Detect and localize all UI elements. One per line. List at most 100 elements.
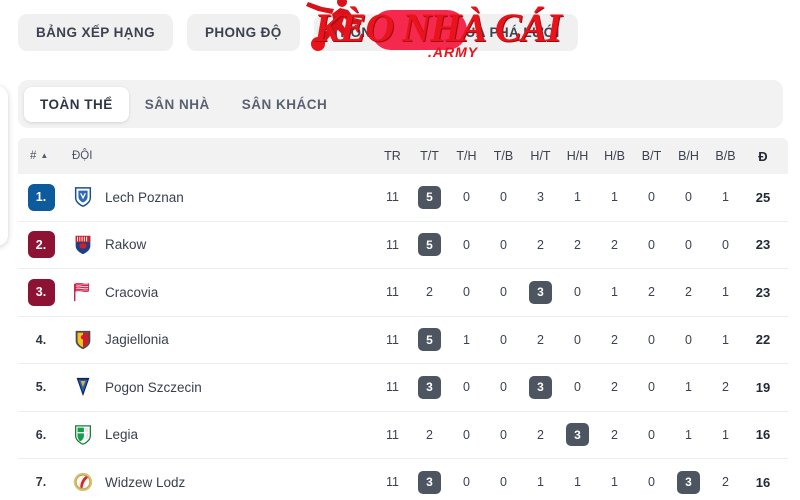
stat-cell: 5 xyxy=(411,328,448,352)
rank-cell: 6. xyxy=(18,428,64,442)
stat-cell: 0 xyxy=(500,190,507,205)
header-team[interactable]: ĐỘI xyxy=(72,150,93,162)
stat-cell: 0 xyxy=(500,380,507,395)
stat-cell: 2 xyxy=(574,237,581,252)
stat-highlight: 3 xyxy=(566,423,589,447)
rank-cell: 3. xyxy=(18,278,64,306)
jagiellonia-crest xyxy=(72,329,94,351)
stat-cell: 11 xyxy=(386,380,399,395)
stat-cell: 3 xyxy=(411,375,448,399)
stat-cell: 5 xyxy=(411,185,448,209)
team-name: Pogon Szczecin xyxy=(105,379,202,395)
team-cell[interactable]: Legia xyxy=(64,424,374,446)
stat-cell: 0 xyxy=(463,190,470,205)
table-body: 1. Lech Poznan 11 5 0 0 3 1 1 0 0 1 25 2. Rakow 11 5 0 0 2 2… xyxy=(18,174,788,500)
rakow-crest xyxy=(72,234,94,256)
header-stat-tr[interactable]: TR xyxy=(384,149,401,163)
nav-tab-stats[interactable]: THỐNG KÊ xyxy=(313,14,425,51)
stat-cell: 2 xyxy=(537,237,544,252)
stat-cell: 2 xyxy=(611,332,618,347)
stat-cell: 0 xyxy=(722,237,729,252)
table-row[interactable]: 2. Rakow 11 5 0 0 2 2 2 0 0 0 23 xyxy=(18,221,788,269)
tab-home[interactable]: SÂN NHÀ xyxy=(144,96,210,112)
stat-cell: 11 xyxy=(386,475,399,490)
table-row[interactable]: 3. Cracovia 11 2 0 0 3 0 1 2 2 1 23 xyxy=(18,269,788,317)
table-row[interactable]: 7. Widzew Lodz 11 3 0 0 1 1 1 0 3 2 16 xyxy=(18,459,788,500)
team-name: Lech Poznan xyxy=(105,189,184,205)
table-header-row: # ▲ ĐỘI TR T/T T/H T/B H/T H/H H/B B/T B… xyxy=(18,138,788,174)
standings-table: # ▲ ĐỘI TR T/T T/H T/B H/T H/H H/B B/T B… xyxy=(18,138,788,500)
stat-cell: 3 xyxy=(537,190,544,205)
header-stat-bb[interactable]: B/B xyxy=(715,149,736,163)
legia-crest xyxy=(72,424,94,446)
points-cell: 25 xyxy=(755,189,771,205)
stat-cell: 0 xyxy=(648,475,655,490)
header-stat-tt[interactable]: T/T xyxy=(420,149,439,163)
header-stat-hh[interactable]: H/H xyxy=(566,149,589,163)
top-navigation: BẢNG XẾP HẠNG PHONG ĐỘ THỐNG KÊ VUA PHÁ … xyxy=(18,14,578,51)
header-stat-ht[interactable]: H/T xyxy=(530,149,551,163)
stat-cell: 1 xyxy=(722,285,729,300)
stat-cell: 11 xyxy=(386,332,399,347)
stat-cell: 1 xyxy=(611,285,618,300)
rank-cell: 4. xyxy=(18,333,64,347)
team-name: Rakow xyxy=(105,237,147,253)
pogon-szczecin-crest xyxy=(72,376,94,398)
tab-away[interactable]: SÂN KHÁCH xyxy=(241,96,328,112)
stat-cell: 0 xyxy=(648,237,655,252)
lech-poznan-crest xyxy=(72,186,94,208)
team-cell[interactable]: Lech Poznan xyxy=(64,186,374,208)
sort-ascending-icon: ▲ xyxy=(40,151,49,160)
stat-cell: 0 xyxy=(500,427,507,442)
points-cell: 23 xyxy=(755,284,771,300)
stat-cell: 3 xyxy=(670,470,707,494)
header-rank[interactable]: # ▲ xyxy=(18,150,64,162)
table-row[interactable]: 5. Pogon Szczecin 11 3 0 0 3 0 2 0 1 2 19 xyxy=(18,364,788,412)
team-cell[interactable]: Cracovia xyxy=(64,281,374,303)
stat-highlight: 5 xyxy=(418,185,441,209)
stat-cell: 0 xyxy=(463,285,470,300)
table-row[interactable]: 1. Lech Poznan 11 5 0 0 3 1 1 0 0 1 25 xyxy=(18,174,788,222)
stat-cell: 1 xyxy=(611,475,618,490)
stat-cell: 3 xyxy=(522,375,559,399)
table-row[interactable]: 4. Jagiellonia 11 5 1 0 2 0 2 0 0 1 22 xyxy=(18,316,788,364)
tab-overall[interactable]: TOÀN THỂ xyxy=(24,86,129,122)
stat-cell: 3 xyxy=(411,470,448,494)
stat-cell: 0 xyxy=(500,332,507,347)
header-stat-tb[interactable]: T/B xyxy=(493,149,514,163)
stat-cell: 11 xyxy=(386,190,399,205)
stat-highlight: 3 xyxy=(418,375,441,399)
header-points[interactable]: Đ xyxy=(758,148,768,164)
header-stat-bt[interactable]: B/T xyxy=(641,149,662,163)
stat-cell: 2 xyxy=(648,285,655,300)
stat-cell: 0 xyxy=(648,380,655,395)
nav-tab-top-scorer[interactable]: VUA PHÁ LƯỚI xyxy=(438,14,578,51)
points-cell: 16 xyxy=(755,427,771,443)
stat-cell: 2 xyxy=(537,332,544,347)
stat-highlight: 5 xyxy=(418,233,441,257)
points-cell: 23 xyxy=(755,237,771,253)
stat-cell: 0 xyxy=(463,380,470,395)
rank-cell: 5. xyxy=(18,380,64,394)
stat-cell: 1 xyxy=(574,190,581,205)
team-cell[interactable]: Widzew Lodz xyxy=(64,471,374,493)
table-row[interactable]: 6. Legia 11 2 0 0 2 3 2 0 1 1 16 xyxy=(18,411,788,459)
nav-tab-standings[interactable]: BẢNG XẾP HẠNG xyxy=(18,14,173,51)
header-stat-hb[interactable]: H/B xyxy=(604,149,625,163)
team-cell[interactable]: Jagiellonia xyxy=(64,329,374,351)
cracovia-crest xyxy=(72,281,94,303)
stat-highlight: 3 xyxy=(677,470,700,494)
stat-cell: 11 xyxy=(386,285,399,300)
stat-cell: 2 xyxy=(611,427,618,442)
widzew-lodz-crest xyxy=(72,471,94,493)
header-rank-label: # xyxy=(30,150,37,162)
team-cell[interactable]: Pogon Szczecin xyxy=(64,376,374,398)
stat-cell: 1 xyxy=(722,190,729,205)
nav-tab-form[interactable]: PHONG ĐỘ xyxy=(186,14,300,51)
stat-cell: 0 xyxy=(648,427,655,442)
team-cell[interactable]: Rakow xyxy=(64,234,374,256)
header-stat-th[interactable]: T/H xyxy=(456,149,477,163)
header-stat-bh[interactable]: B/H xyxy=(678,149,699,163)
stat-cell: 0 xyxy=(574,380,581,395)
stat-cell: 0 xyxy=(685,237,692,252)
